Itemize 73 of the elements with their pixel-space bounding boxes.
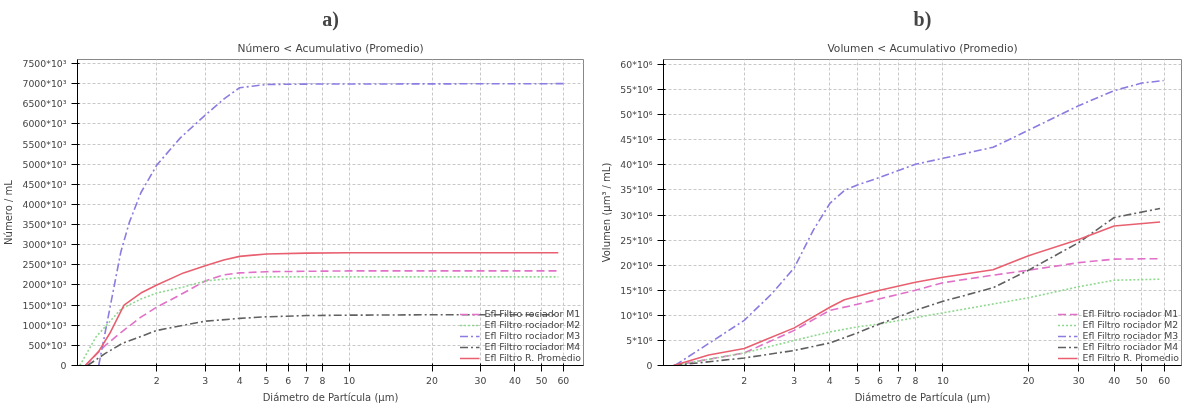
x-tick-label: 30	[474, 374, 487, 386]
x-tick-label: 20	[426, 374, 439, 386]
x-tick-label: 3	[202, 374, 209, 386]
x-tick-label: 6	[876, 374, 883, 386]
y-tick-label: 4500*10³	[22, 178, 67, 190]
y-tick-label: 45*10⁶	[620, 134, 653, 146]
y-tick-label: 60*10⁶	[620, 59, 653, 71]
x-tick-label: 40	[1108, 374, 1121, 386]
y-tick-label: 25*10⁶	[620, 234, 653, 246]
y-tick-label: 500*10³	[28, 339, 67, 351]
legend-label: Efl Filtro rociador M2	[1082, 319, 1179, 330]
x-tick-label: 7	[895, 374, 902, 386]
y-tick-label: 50*10⁶	[620, 109, 653, 121]
legend-label: Efl Filtro rociador M4	[1082, 341, 1179, 352]
y-tick-label: 10*10⁶	[620, 309, 653, 321]
x-tick-label: 40	[508, 374, 521, 386]
y-axis-title: Número / mL	[3, 179, 15, 245]
y-tick-label: 0	[60, 360, 67, 371]
legend-label: Efl Filtro rociador M1	[484, 308, 581, 319]
x-tick-label: 60	[557, 374, 570, 386]
x-tick-label: 50	[535, 374, 548, 386]
x-tick-label: 10	[937, 374, 949, 386]
y-tick-label: 6500*10³	[22, 98, 67, 110]
x-tick-label: 60	[1158, 374, 1171, 386]
x-axis-title: Diámetro de Partícula (µm)	[854, 391, 991, 403]
legend-label: Efl Filtro rociador M3	[1082, 330, 1179, 341]
y-tick-label: 7500*10³	[22, 58, 67, 70]
y-tick-label: 5*10⁶	[626, 334, 653, 346]
x-tick-label: 4	[826, 374, 833, 386]
y-tick-label: 20*10⁶	[620, 259, 653, 271]
legend-label: Efl Filtro rociador M2	[484, 319, 581, 330]
x-tick-label: 20	[1022, 374, 1035, 386]
y-tick-label: 55*10⁶	[620, 84, 653, 96]
x-axis-title: Diámetro de Partícula (µm)	[262, 391, 399, 403]
x-tick-label: 50	[1135, 374, 1148, 386]
y-tick-label: 5000*10³	[22, 158, 67, 170]
y-tick-label: 1500*10³	[22, 299, 67, 311]
x-tick-label: 2	[741, 374, 748, 386]
y-tick-label: 1000*10³	[22, 319, 67, 331]
y-tick-label: 15*10⁶	[620, 284, 653, 296]
x-tick-label: 10	[343, 374, 356, 386]
legend-label: Efl Filtro R. Promedio	[484, 352, 581, 363]
y-tick-label: 3500*10³	[22, 219, 67, 231]
x-tick-label: 8	[912, 374, 919, 386]
x-tick-label: 5	[263, 374, 270, 386]
x-tick-label: 6	[285, 374, 292, 386]
x-tick-label: 30	[1072, 374, 1085, 386]
y-tick-label: 35*10⁶	[620, 184, 653, 196]
legend-label: Efl Filtro rociador M1	[1082, 308, 1179, 319]
x-tick-label: 5	[854, 374, 861, 386]
chart-subtitle: Número < Acumulativo (Promedio)	[237, 41, 424, 55]
chart-title: b)	[913, 7, 932, 31]
y-tick-label: 5500*10³	[22, 138, 67, 150]
y-tick-label: 6000*10³	[22, 118, 67, 130]
legend-label: Efl Filtro R. Promedio	[1082, 352, 1179, 363]
chart-subtitle: Volumen < Acumulativo (Promedio)	[827, 41, 1018, 55]
y-axis-title: Volumen (µm³ / mL)	[601, 162, 613, 263]
x-tick-label: 7	[303, 374, 310, 386]
y-tick-label: 2500*10³	[22, 259, 67, 271]
legend-label: Efl Filtro rociador M3	[484, 330, 581, 341]
legend-label: Efl Filtro rociador M4	[484, 341, 581, 352]
chart-title: a)	[322, 7, 339, 31]
x-tick-label: 4	[236, 374, 243, 386]
x-tick-label: 2	[153, 374, 160, 386]
x-tick-label: 3	[791, 374, 798, 386]
y-tick-label: 0	[646, 360, 653, 371]
y-tick-label: 40*10⁶	[620, 159, 653, 171]
y-tick-label: 2000*10³	[22, 279, 67, 291]
y-tick-label: 3000*10³	[22, 239, 67, 251]
y-tick-label: 4000*10³	[22, 198, 67, 210]
y-tick-label: 7000*10³	[22, 78, 67, 90]
y-tick-label: 30*10⁶	[620, 209, 653, 221]
x-tick-label: 8	[319, 374, 326, 386]
